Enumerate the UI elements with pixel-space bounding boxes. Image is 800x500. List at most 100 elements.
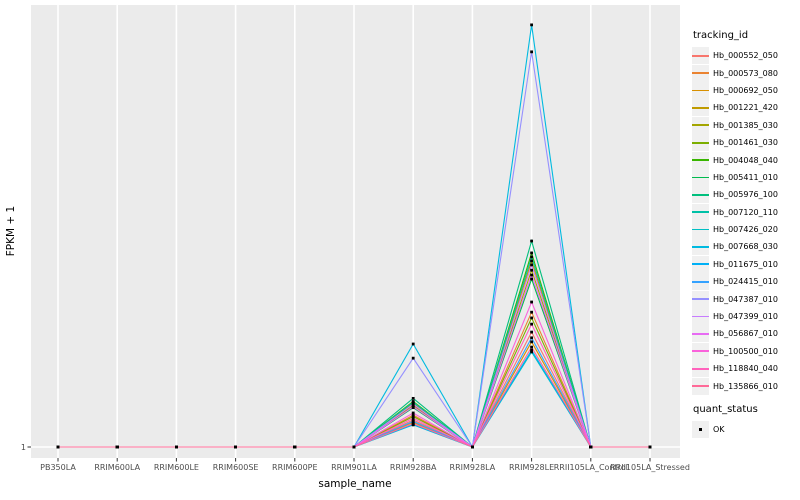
legend-item: Hb_000692_050 (692, 81, 798, 99)
legend-item-list: Hb_000552_050 Hb_000573_080 Hb_000692_050 H… (692, 47, 798, 395)
x-tick-label: RRIM928LE (509, 463, 554, 472)
legend-item-label: Hb_007120_110 (713, 207, 778, 217)
data-point (411, 396, 415, 400)
legend-line-swatch (692, 228, 709, 231)
legend-item: Hb_100500_010 (692, 342, 798, 360)
legend-item: Hb_118840_040 (692, 360, 798, 378)
data-point (530, 268, 533, 272)
legend-item: Hb_024415_010 (692, 273, 798, 291)
legend-title-tracking-id: tracking_id (693, 30, 749, 41)
legend-line-swatch (692, 211, 709, 214)
legend-key (692, 116, 709, 134)
legend-key (692, 81, 709, 99)
legend-item: Hb_007668_030 (692, 238, 798, 256)
data-point (530, 273, 533, 277)
legend-line-swatch (692, 315, 709, 318)
data-point (411, 342, 415, 346)
legend-item: Hb_011675_010 (692, 255, 798, 273)
legend-key (692, 325, 709, 343)
x-tick-label: PB350LA (40, 463, 76, 472)
legend-item: Hb_005411_010 (692, 168, 798, 186)
x-axis-title: sample_name (318, 478, 391, 490)
legend-item-label: Hb_000692_050 (713, 85, 778, 95)
black-square-point-icon (698, 427, 703, 432)
data-point (411, 356, 415, 360)
data-point (530, 300, 533, 304)
data-point (530, 310, 533, 314)
data-point (530, 330, 533, 334)
data-point (234, 445, 237, 449)
legend-item: Hb_047387_010 (692, 290, 798, 308)
legend-item-label: Hb_135866_010 (713, 381, 778, 391)
legend-item-label: Hb_118840_040 (713, 364, 778, 374)
legend-item: Hb_004048_040 (692, 151, 798, 169)
x-tick-label: RRIM928BA (390, 463, 437, 472)
legend-line-swatch (692, 298, 709, 301)
legend-key (692, 47, 709, 65)
data-point (530, 345, 533, 349)
legend-line-swatch (692, 246, 709, 248)
x-tick-label: RRIM600LE (154, 463, 199, 472)
legend-line-swatch (692, 159, 709, 161)
legend-item-label: Hb_056867_010 (713, 329, 778, 339)
legend-title-quant-status: quant_status (693, 403, 758, 415)
legend-item-label: Hb_001221_420 (713, 103, 778, 113)
data-point (411, 411, 415, 415)
x-tick-label: RRIM600PE (272, 463, 318, 472)
y-axis-title: FPKM + 1 (5, 206, 17, 256)
data-point (530, 322, 533, 326)
legend-item-ok: OK (692, 421, 798, 438)
legend-key (692, 308, 709, 326)
legend-item-label: Hb_100500_010 (713, 346, 778, 356)
data-point (530, 255, 533, 259)
legend-line-swatch (692, 385, 709, 387)
legend-item: Hb_000573_080 (692, 64, 798, 82)
legend: tracking_id Hb_000552_050 Hb_000573_080 Hb… (692, 30, 798, 438)
y-tick-label: 1 (21, 443, 26, 452)
x-tick-label: RRII105LA_Control (554, 463, 628, 472)
legend-item: Hb_056867_010 (692, 325, 798, 343)
legend-item: Hb_135866_010 (692, 377, 798, 395)
legend-item: Hb_047399_010 (692, 308, 798, 326)
data-point (411, 402, 415, 406)
data-point (530, 251, 533, 255)
legend-item-label: Hb_001385_030 (713, 120, 778, 130)
legend-item-label: Hb_000573_080 (713, 68, 778, 78)
legend-item-label: Hb_005411_010 (713, 172, 778, 182)
legend-item-label: Hb_047399_010 (713, 312, 778, 322)
data-point (411, 415, 415, 418)
legend-key (692, 290, 709, 308)
data-point (56, 445, 60, 449)
legend-item: Hb_001461_030 (692, 134, 798, 152)
legend-line-swatch (692, 54, 709, 57)
x-tick-label: RRII105LA_Stressed (610, 463, 690, 472)
data-point (115, 445, 119, 449)
legend-key (692, 377, 709, 395)
legend-item: Hb_007120_110 (692, 203, 798, 221)
legend-key (692, 151, 709, 169)
legend-line-swatch (692, 280, 709, 283)
legend-key (692, 255, 709, 273)
legend-line-swatch (692, 176, 709, 179)
legend-line-swatch (692, 124, 709, 127)
data-point (530, 316, 533, 320)
legend-item-label: Hb_001461_030 (713, 138, 778, 148)
legend-item: Hb_001221_420 (692, 99, 798, 117)
quant-status-key (692, 421, 709, 438)
legend-item: Hb_000552_050 (692, 47, 798, 65)
legend-key (692, 203, 709, 221)
data-point (411, 419, 415, 423)
data-point (530, 348, 533, 352)
legend-line-swatch (692, 72, 709, 74)
data-point (352, 445, 356, 449)
data-point (530, 350, 533, 354)
data-point (411, 400, 415, 404)
legend-item: Hb_007426_020 (692, 221, 798, 239)
legend-line-swatch (692, 367, 709, 370)
x-tick-label: RRIM901LA (331, 463, 377, 472)
data-point (293, 445, 297, 449)
data-point (530, 340, 533, 344)
legend-item-label: Hb_007426_020 (713, 225, 778, 235)
